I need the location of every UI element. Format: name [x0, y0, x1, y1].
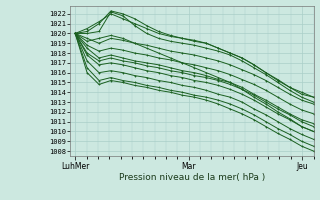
X-axis label: Pression niveau de la mer( hPa ): Pression niveau de la mer( hPa ) [119, 173, 265, 182]
